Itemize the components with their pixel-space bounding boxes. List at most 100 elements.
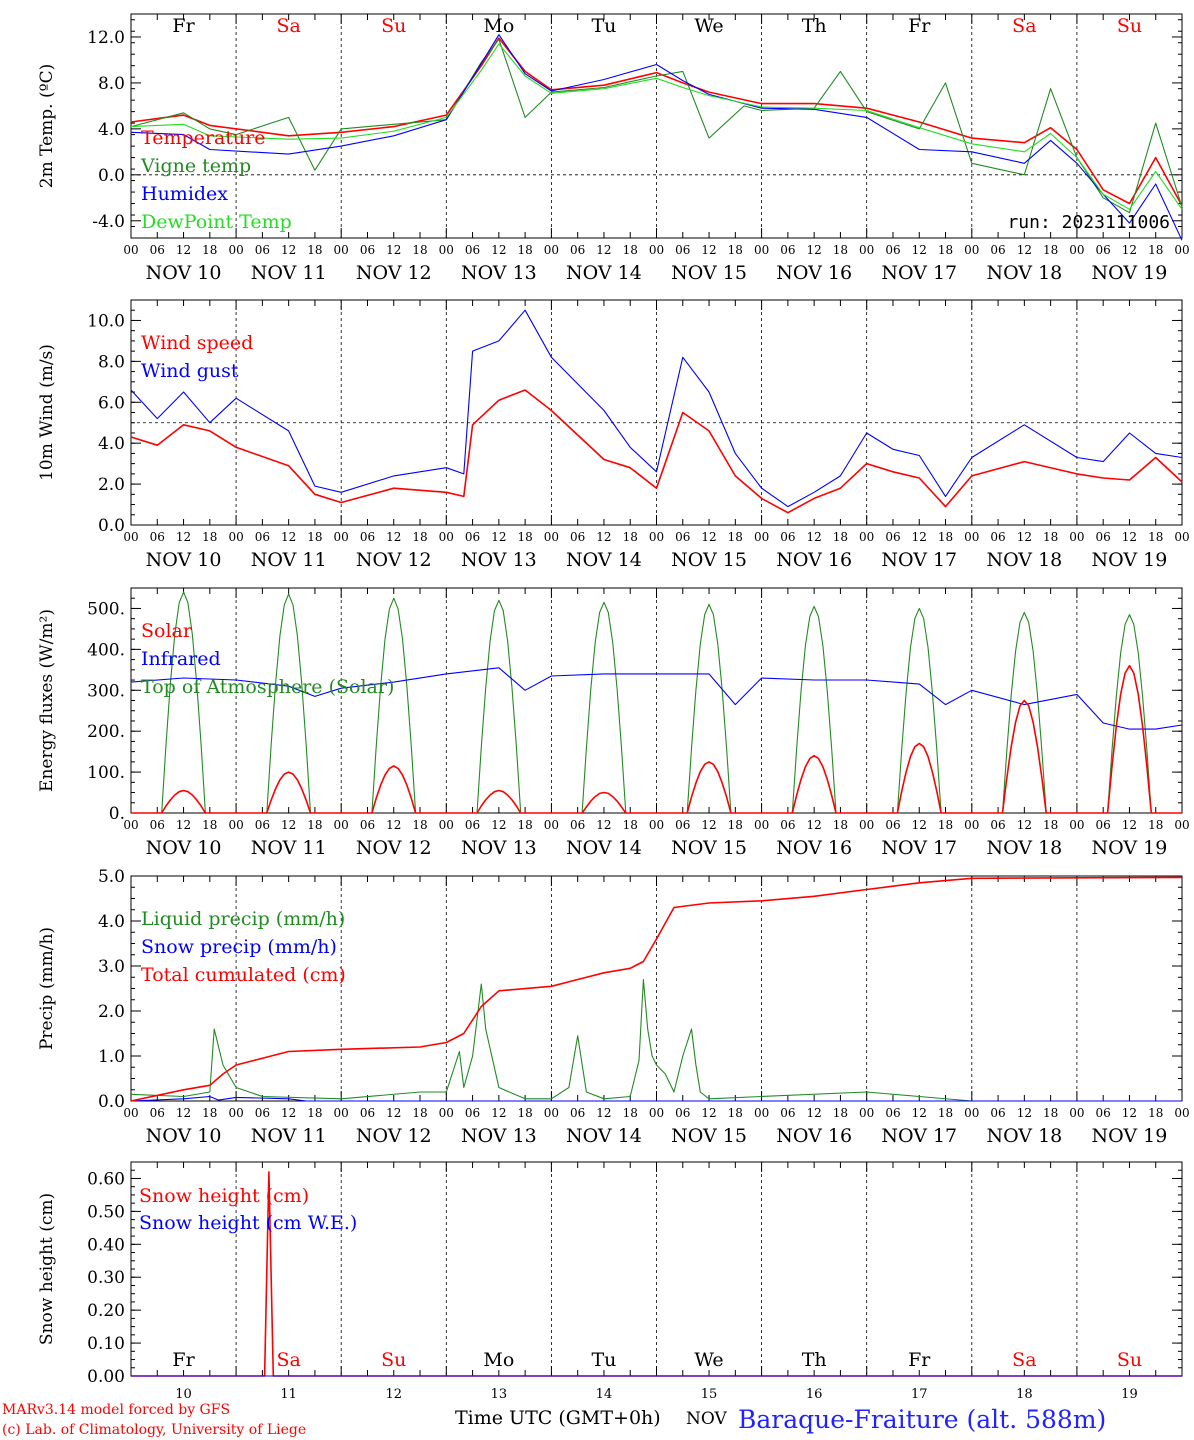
y-axis-label: Energy fluxes (W/m²)	[37, 609, 57, 792]
hour-tick-label: 06	[885, 530, 900, 544]
hour-tick-label: 00	[1174, 243, 1189, 257]
date-label: NOV 18	[986, 549, 1062, 571]
hour-tick-label: 00	[544, 1106, 559, 1120]
hour-tick-label: 18	[728, 818, 743, 832]
y-tick-label: 4.0	[98, 120, 125, 140]
date-label: NOV 19	[1092, 549, 1168, 571]
hour-tick-label: 00	[439, 1106, 454, 1120]
hour-tick-label: 00	[754, 1106, 769, 1120]
day-name-label: Tu	[591, 15, 616, 37]
hour-tick-label: 00	[754, 818, 769, 832]
hour-tick-label: 12	[176, 1106, 191, 1120]
hour-tick-label: 18	[412, 243, 427, 257]
hour-tick-label: 06	[885, 818, 900, 832]
hour-tick-label: 06	[255, 530, 270, 544]
hour-tick-label: 00	[439, 530, 454, 544]
hour-tick-label: 12	[176, 530, 191, 544]
hour-tick-label: 12	[491, 243, 506, 257]
hour-tick-label: 00	[334, 243, 349, 257]
hour-tick-label: 06	[885, 243, 900, 257]
date-label: NOV 17	[881, 262, 957, 284]
series-line	[130, 37, 1183, 207]
hour-tick-label: 18	[307, 818, 322, 832]
date-label: NOV 15	[671, 837, 747, 859]
y-tick-label: 6.0	[98, 393, 125, 413]
hour-tick-label: 12	[1017, 1106, 1032, 1120]
date-label: NOV 12	[356, 262, 432, 284]
hour-tick-label: 18	[202, 530, 217, 544]
date-label: NOV 14	[566, 1125, 642, 1147]
day-number-label: 13	[491, 1387, 508, 1402]
hour-tick-label: 00	[859, 243, 874, 257]
y-tick-label: 0.	[109, 804, 125, 824]
date-label: NOV 15	[671, 262, 747, 284]
hour-tick-label: 12	[281, 818, 296, 832]
hour-tick-label: 00	[439, 243, 454, 257]
date-label: NOV 12	[356, 549, 432, 571]
date-label: NOV 17	[881, 1125, 957, 1147]
hour-tick-label: 06	[990, 1106, 1005, 1120]
date-label: NOV 14	[566, 837, 642, 859]
run-label: run: 2023111006	[1007, 212, 1170, 233]
day-name-label: Mo	[483, 15, 514, 37]
hour-tick-label: 12	[912, 1106, 927, 1120]
hour-tick-label: 12	[386, 243, 401, 257]
hour-tick-label: 12	[176, 243, 191, 257]
hour-tick-label: 18	[833, 818, 848, 832]
date-label: NOV 16	[776, 262, 852, 284]
hour-tick-label: 12	[1122, 243, 1137, 257]
hour-tick-label: 00	[1174, 818, 1189, 832]
legend-entry: DewPoint Temp	[141, 211, 292, 233]
hour-tick-label: 06	[780, 530, 795, 544]
y-tick-label: 0.0	[98, 1092, 125, 1112]
hour-tick-label: 18	[307, 1106, 322, 1120]
hour-tick-label: 00	[228, 818, 243, 832]
date-label: NOV 11	[251, 1125, 327, 1147]
hour-tick-label: 18	[202, 243, 217, 257]
date-label: NOV 11	[251, 262, 327, 284]
hour-tick-label: 00	[964, 818, 979, 832]
legend-entry: Snow height (cm)	[139, 1185, 309, 1207]
hour-tick-label: 00	[964, 243, 979, 257]
hour-tick-label: 00	[1069, 243, 1084, 257]
legend-entry: Top of Atmosphere (Solar)	[141, 676, 394, 698]
hour-tick-label: 00	[544, 530, 559, 544]
hour-tick-label: 18	[623, 243, 638, 257]
legend-entry: Humidex	[141, 183, 228, 205]
legend-entry: Wind gust	[141, 360, 239, 382]
day-number-label: 14	[596, 1387, 613, 1402]
hour-tick-label: 00	[1174, 530, 1189, 544]
y-axis-label: 2m Temp. (ºC)	[37, 64, 57, 189]
day-name-label: Fr	[172, 15, 195, 37]
hour-tick-label: 00	[228, 530, 243, 544]
footer-model-label: MARv3.14 model forced by GFS	[2, 1402, 230, 1418]
y-tick-label: 0.20	[87, 1301, 125, 1321]
y-tick-label: 0.10	[87, 1334, 125, 1354]
series-line	[130, 38, 1183, 214]
y-tick-label: 400.	[87, 640, 125, 660]
y-tick-label: 0.40	[87, 1235, 125, 1255]
day-name-label: Sa	[276, 1349, 300, 1371]
hour-tick-label: 18	[412, 1106, 427, 1120]
date-label: NOV 10	[146, 1125, 222, 1147]
hour-tick-label: 18	[833, 530, 848, 544]
day-number-label: 12	[385, 1387, 402, 1402]
date-label: NOV 12	[356, 837, 432, 859]
hour-tick-label: 12	[386, 530, 401, 544]
date-label: NOV 16	[776, 1125, 852, 1147]
hour-tick-label: 18	[623, 1106, 638, 1120]
legend-entry: Liquid precip (mm/h)	[141, 908, 345, 930]
hour-tick-label: 18	[1148, 1106, 1163, 1120]
hour-tick-label: 12	[281, 530, 296, 544]
hour-tick-label: 18	[938, 243, 953, 257]
hour-tick-label: 12	[491, 818, 506, 832]
hour-tick-label: 00	[334, 530, 349, 544]
hour-tick-label: 00	[754, 530, 769, 544]
panel-1: -4.0 0.0 4.0 8.0 12.0 2m Temp. (ºC) 00 06 12 18 00…	[37, 13, 1190, 284]
series-line	[130, 978, 1182, 1102]
hour-tick-label: 12	[807, 1106, 822, 1120]
hour-tick-label: 12	[596, 530, 611, 544]
hour-tick-label: 06	[465, 530, 480, 544]
y-tick-label: 8.0	[98, 74, 125, 94]
y-tick-label: 4.0	[98, 434, 125, 454]
